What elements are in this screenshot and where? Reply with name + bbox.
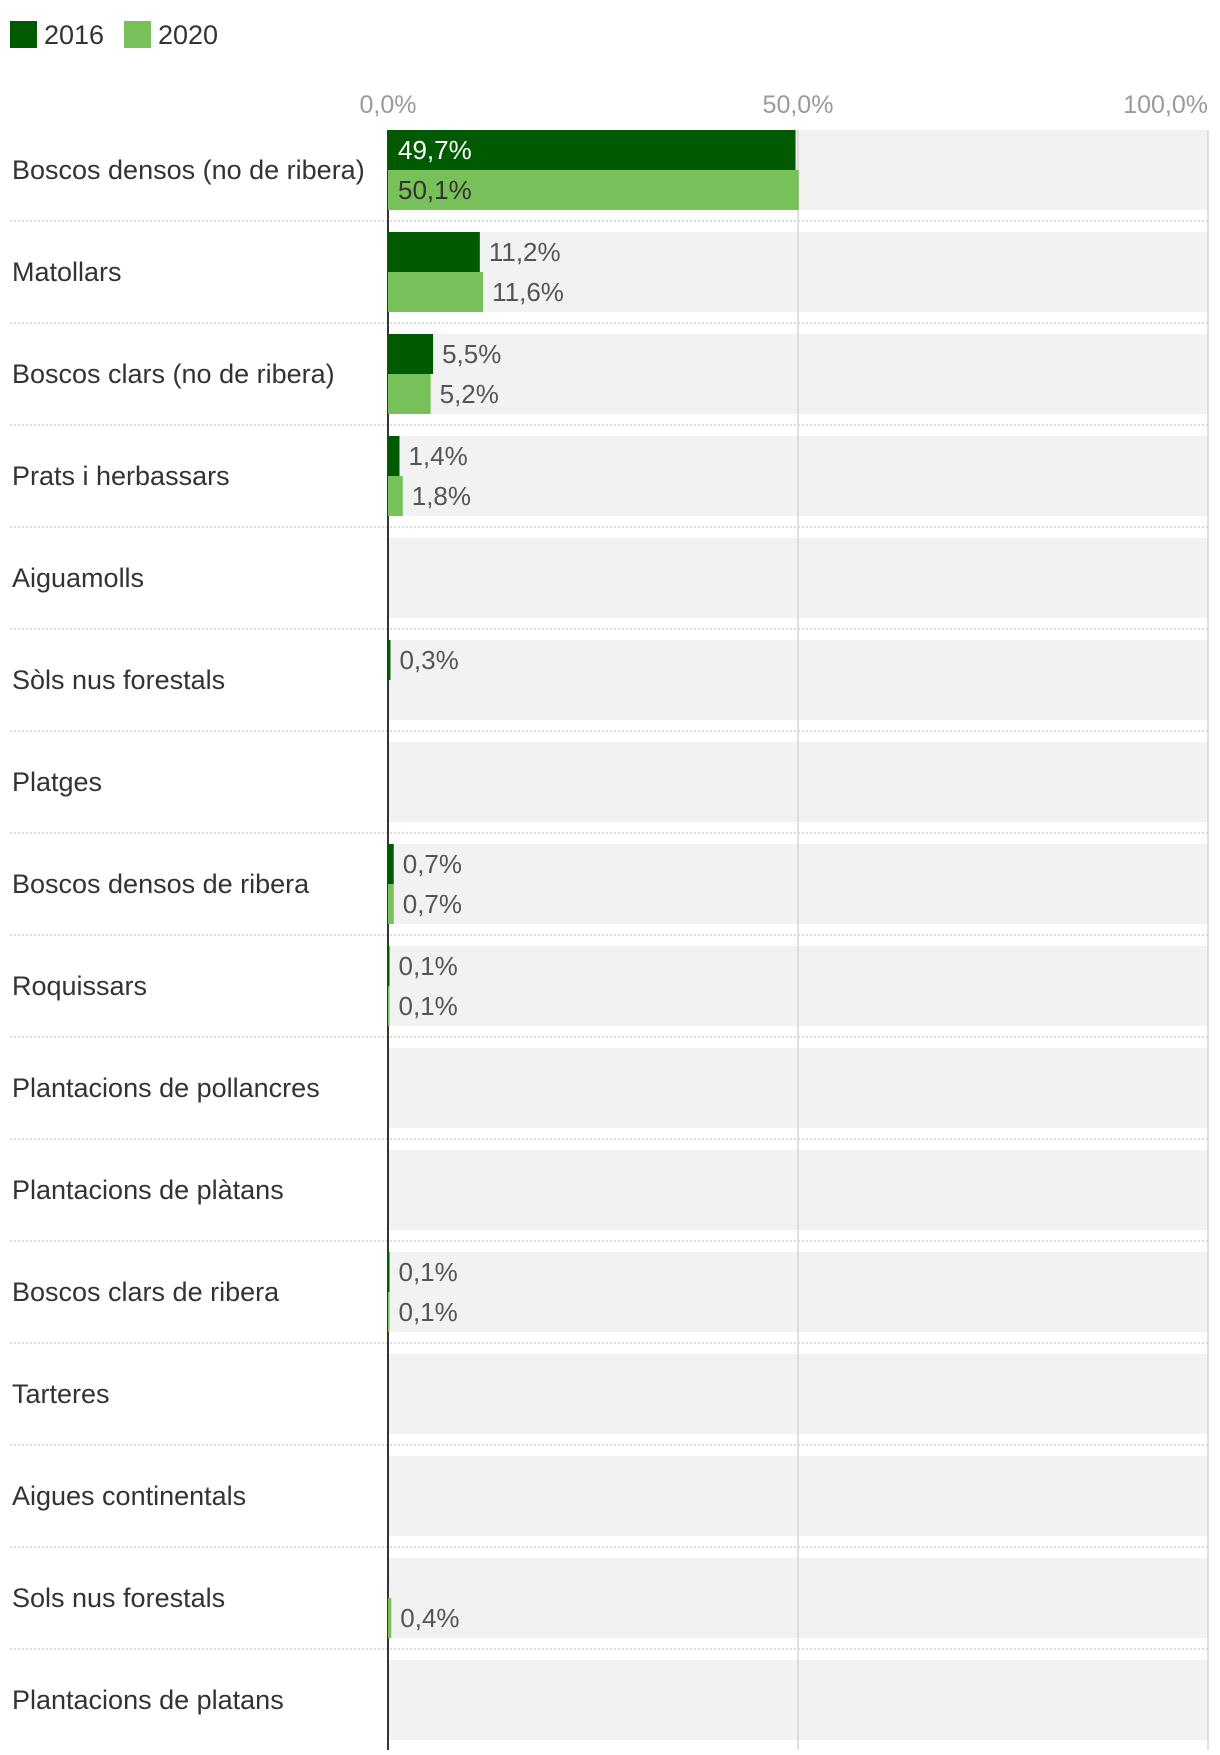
legend-swatch-2020: [124, 21, 151, 48]
data-label: 5,5%: [442, 339, 501, 369]
category-label: Tarteres: [12, 1379, 110, 1409]
category-label: Sòls nus forestals: [12, 665, 225, 695]
category-label: Matollars: [12, 257, 122, 287]
data-label: 11,2%: [489, 237, 561, 267]
category-label: Roquissars: [12, 971, 147, 1001]
bar-2016: [388, 844, 394, 884]
bar-2020: [388, 374, 431, 414]
x-tick-label: 50,0%: [763, 91, 834, 119]
data-label: 49,7%: [398, 135, 472, 165]
data-label: 1,8%: [412, 481, 471, 511]
category-label: Plantacions de platans: [12, 1685, 284, 1715]
category-label: Boscos densos (no de ribera): [12, 155, 365, 185]
data-label: 0,3%: [399, 645, 458, 675]
data-label: 0,1%: [399, 991, 458, 1021]
x-tick-label: 100,0%: [1123, 91, 1208, 119]
bar-2020: [388, 884, 394, 924]
legend-label-2016: 2016: [44, 20, 104, 50]
data-label: 0,1%: [399, 1297, 458, 1327]
legend-label-2020: 2020: [158, 20, 218, 50]
category-label: Plantacions de plàtans: [12, 1175, 284, 1205]
bar-2016: [388, 436, 400, 476]
data-label: 1,4%: [408, 441, 467, 471]
legend: 2016 2020: [10, 20, 218, 50]
bar-2020: [388, 1292, 390, 1332]
category-label: Aigues continentals: [12, 1481, 246, 1511]
data-label: 0,7%: [403, 889, 462, 919]
bar-2020: [388, 986, 390, 1026]
bar-2020: [388, 476, 403, 516]
category-label: Boscos densos de ribera: [12, 869, 310, 899]
gridlines: [797, 130, 1209, 1755]
legend-swatch-2016: [10, 21, 37, 48]
data-label: 5,2%: [440, 379, 499, 409]
bar-2016: [388, 232, 480, 272]
data-label: 0,7%: [403, 849, 462, 879]
category-label: Prats i herbassars: [12, 461, 230, 491]
category-label: Plantacions de pollancres: [12, 1073, 320, 1103]
bar-2016: [388, 334, 434, 374]
category-label: Aiguamolls: [12, 563, 144, 593]
category-label: Boscos clars (no de ribera): [12, 359, 335, 389]
data-label: 0,1%: [399, 951, 458, 981]
data-labels: 49,7% 50,1% 11,2% 11,6% 5,5% 5,2% 1,4% 1,8% 0,3%…: [398, 135, 564, 1633]
category-label: Sols nus forestals: [12, 1583, 225, 1613]
category-labels: Boscos densos (no de ribera) Matollars Bos…: [12, 155, 365, 1715]
bar-2020: [388, 272, 484, 312]
bar-2020: [388, 1598, 392, 1638]
x-tick-label: 0,0%: [360, 91, 417, 119]
category-label: Boscos clars de ribera: [12, 1277, 280, 1307]
bar-2016: [388, 640, 391, 680]
bars: [388, 130, 799, 1638]
bar-2016: [388, 130, 796, 170]
data-label: 11,6%: [492, 277, 564, 307]
data-label: 0,4%: [400, 1603, 459, 1633]
data-label: 0,1%: [399, 1257, 458, 1287]
data-label: 50,1%: [398, 175, 472, 205]
category-label: Platges: [12, 767, 102, 797]
bar-2016: [388, 1252, 390, 1292]
bar-2020: [388, 170, 799, 210]
bar-2016: [388, 946, 390, 986]
